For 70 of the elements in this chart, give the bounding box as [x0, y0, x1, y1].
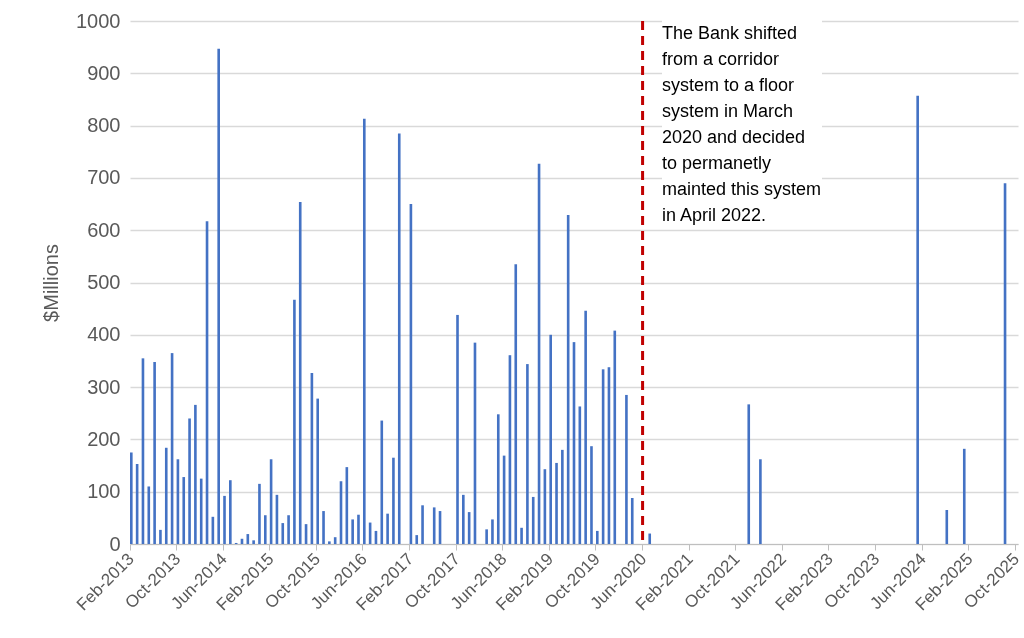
bar [397, 133, 401, 544]
bar [194, 404, 197, 544]
bar [199, 478, 203, 544]
bar [759, 459, 762, 544]
y-tick-label: 300 [87, 375, 121, 398]
bar [595, 530, 599, 544]
bar [188, 418, 191, 544]
bar [298, 201, 302, 544]
bar [561, 449, 564, 544]
bar [223, 495, 226, 544]
y-axis-title: $Millions [40, 244, 63, 322]
bar [555, 462, 558, 544]
bar [549, 334, 553, 544]
y-tick-label: 800 [87, 114, 121, 137]
bar [962, 448, 966, 544]
bar [252, 540, 255, 544]
bar [258, 483, 261, 544]
bar [747, 404, 751, 544]
y-tick-label: 600 [87, 218, 121, 241]
bar [916, 95, 919, 544]
bar [590, 446, 593, 544]
bar [432, 507, 436, 544]
bar [229, 480, 232, 544]
bar [147, 486, 151, 544]
bar [316, 398, 320, 544]
y-tick-label: 500 [87, 271, 121, 293]
bar [491, 519, 494, 544]
bar [496, 414, 500, 544]
bar [328, 541, 331, 544]
bar [293, 299, 296, 544]
bar [415, 535, 419, 544]
bar [287, 515, 290, 544]
bar [386, 513, 389, 544]
bar [945, 510, 949, 544]
bar [462, 494, 465, 544]
bar [456, 314, 459, 544]
bar [514, 264, 518, 544]
y-tick-label: 200 [87, 427, 121, 450]
bar [584, 310, 587, 544]
annotation: The Bank shifted from a corridor system to a floor system in March 2020 and decided to permanetly mainted this system in April 2022. [662, 20, 822, 228]
y-tick-label: 0 [109, 532, 121, 555]
bar [392, 457, 395, 544]
y-tick-label: 900 [87, 61, 121, 84]
y-tick-label: 1000 [76, 9, 121, 32]
bar [281, 523, 285, 544]
bar [421, 505, 424, 544]
bar [153, 362, 156, 544]
bar [246, 534, 250, 544]
bar [520, 527, 523, 544]
bar [164, 447, 168, 544]
bar [351, 519, 354, 544]
bar [159, 529, 162, 544]
bar [648, 533, 652, 544]
bar [322, 511, 325, 544]
bar [263, 515, 267, 544]
bar [531, 496, 535, 544]
bar [362, 118, 366, 544]
bar [130, 452, 133, 544]
y-tick-label: 100 [87, 480, 121, 503]
y-tick-label: 400 [87, 323, 121, 346]
y-tick-label: 700 [87, 166, 121, 189]
bar [380, 420, 384, 544]
bar [485, 529, 488, 544]
bar [182, 477, 186, 544]
bar [630, 497, 634, 544]
bar [217, 48, 220, 544]
bar [613, 330, 617, 544]
bar [357, 514, 360, 544]
bar [625, 394, 628, 544]
bar [526, 364, 529, 544]
